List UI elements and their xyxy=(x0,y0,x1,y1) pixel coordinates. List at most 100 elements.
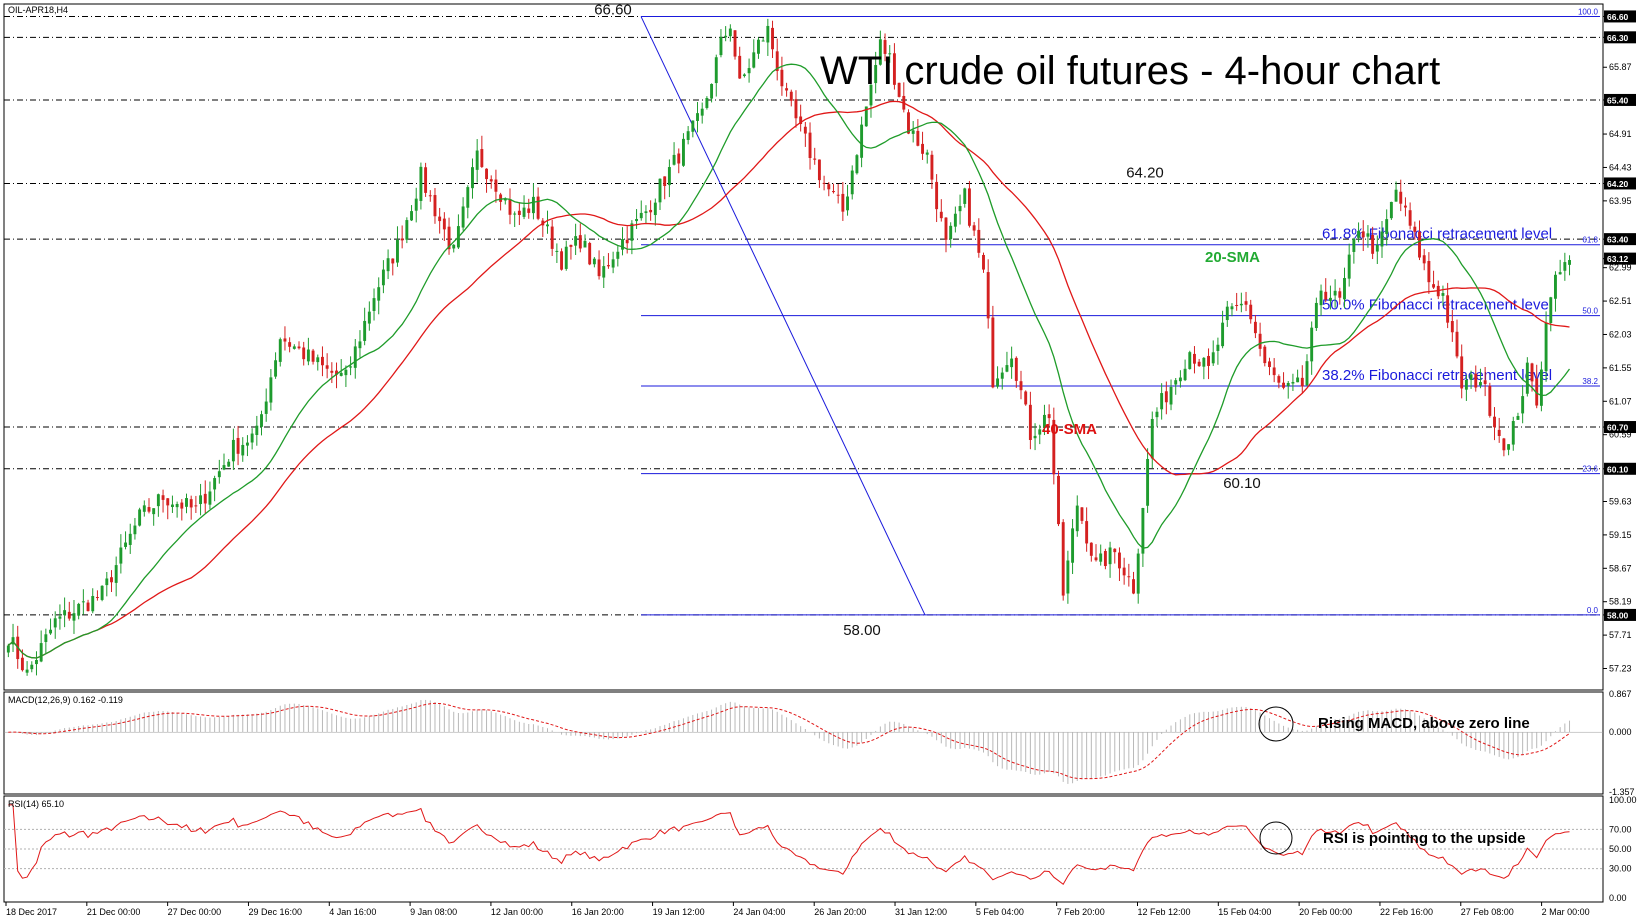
candle-body xyxy=(166,498,170,506)
candle-body xyxy=(527,208,531,213)
candle-body xyxy=(546,224,549,227)
price-tick-label: 57.23 xyxy=(1609,664,1632,674)
candle-body xyxy=(935,181,939,210)
rsi-tick-label: 0.00 xyxy=(1609,893,1627,903)
candle-body xyxy=(621,239,624,250)
candle-body xyxy=(250,433,254,443)
macd-series: 0.867 0.000 -1.357 xyxy=(4,689,1635,797)
candle-body xyxy=(1422,255,1426,264)
candle-body xyxy=(1291,382,1295,384)
candle-body xyxy=(832,191,835,193)
candle-body xyxy=(138,509,142,526)
candle-body xyxy=(1408,210,1412,226)
candle-body xyxy=(785,88,789,91)
candle-body xyxy=(1057,475,1060,525)
candle-body xyxy=(911,130,915,134)
candle-body xyxy=(63,610,67,616)
candle-body xyxy=(733,30,737,57)
candle-body xyxy=(311,350,315,362)
candle-body xyxy=(1521,396,1525,414)
candle-body xyxy=(560,251,564,270)
price-tag-label: 60.70 xyxy=(1607,423,1629,433)
candle-body xyxy=(81,601,85,603)
candle-body xyxy=(1080,507,1084,521)
candle-body xyxy=(794,99,798,119)
candle-body xyxy=(461,206,465,228)
candle-body xyxy=(124,542,128,547)
price-tag xyxy=(1604,608,1636,621)
candle-body xyxy=(752,52,756,68)
price-axis: 66.60 66.30 65.87 65.40 64.91 64.43 64.20 63.95… xyxy=(1603,11,1632,674)
candle-body xyxy=(405,220,409,240)
price-tick-label: 64.91 xyxy=(1609,129,1632,139)
candle-body xyxy=(1019,381,1023,391)
candle-body xyxy=(1375,244,1379,252)
date-tick-label: 18 Dec 2017 xyxy=(6,907,57,917)
candle-body xyxy=(95,597,99,599)
candle-body xyxy=(1277,376,1281,383)
price-tag-label: 66.30 xyxy=(1607,33,1629,43)
candle-body xyxy=(1113,548,1117,553)
candle-body xyxy=(1385,219,1389,234)
price-tag-label: 60.10 xyxy=(1607,464,1629,474)
candle-body xyxy=(471,167,474,189)
candle-body xyxy=(949,225,953,240)
price-tick-label: 63.95 xyxy=(1609,196,1632,206)
candle-body xyxy=(227,461,231,467)
candle-body xyxy=(410,211,413,221)
candle-body xyxy=(602,266,606,278)
candle-body xyxy=(466,187,470,208)
candle-body xyxy=(921,143,925,154)
candle-body xyxy=(274,360,278,377)
candle-body xyxy=(771,27,774,50)
candle-body xyxy=(813,158,817,160)
candle-body xyxy=(1389,201,1393,219)
candle-body xyxy=(1132,579,1135,594)
price-panel-frame xyxy=(3,3,1604,691)
candle-body xyxy=(255,425,259,435)
sma40-line xyxy=(7,100,1570,659)
candle-body xyxy=(958,206,962,212)
date-axis: 18 Dec 2017 21 Dec 00:00 27 Dec 00:00 29 De… xyxy=(5,902,1590,917)
candle-body xyxy=(367,311,371,324)
candle-body xyxy=(639,212,643,219)
candle-body xyxy=(91,596,95,612)
candle-body xyxy=(1164,391,1168,403)
candle-body xyxy=(358,341,362,349)
rsi-label: RSI(14) 65.10 xyxy=(8,799,64,809)
candle-body xyxy=(1169,386,1173,405)
candle-body xyxy=(1282,382,1285,388)
candle-body xyxy=(1502,438,1506,451)
candle-body xyxy=(1155,411,1159,418)
candle-body xyxy=(213,478,217,490)
candle-body xyxy=(1324,291,1328,300)
rsi-tick-label: 70.00 xyxy=(1609,824,1632,834)
candle-body xyxy=(503,198,507,201)
rsi-tick-label: 50.00 xyxy=(1609,844,1632,854)
candle-body xyxy=(710,83,714,99)
candle-body xyxy=(1525,362,1529,394)
candle-body xyxy=(1455,331,1459,357)
candle-body xyxy=(611,259,615,268)
candle-body xyxy=(260,414,263,427)
candle-body xyxy=(1450,321,1454,333)
macd-tick-label: -1.357 xyxy=(1609,787,1635,797)
candle-body xyxy=(939,211,943,219)
candle-body xyxy=(855,155,859,174)
candle-body xyxy=(1563,262,1567,271)
candle-body xyxy=(241,444,245,456)
candle-body xyxy=(789,91,793,101)
candle-body xyxy=(700,108,704,116)
candle-body xyxy=(189,499,193,508)
candle-body xyxy=(349,366,353,368)
fib-ratio-label: 0.0 xyxy=(1587,606,1599,615)
candle-body xyxy=(1052,419,1056,475)
rsi-highlight-circle xyxy=(1259,821,1293,855)
candle-body xyxy=(1024,391,1028,405)
macd-annotation: Rising MACD, above zero line xyxy=(1318,715,1530,732)
candlesticks xyxy=(6,18,1571,676)
price-tag xyxy=(1604,10,1636,23)
price-tag-label: 63.12 xyxy=(1607,254,1629,264)
candle-body xyxy=(452,244,456,249)
date-tick-label: 9 Jan 08:00 xyxy=(410,907,457,917)
